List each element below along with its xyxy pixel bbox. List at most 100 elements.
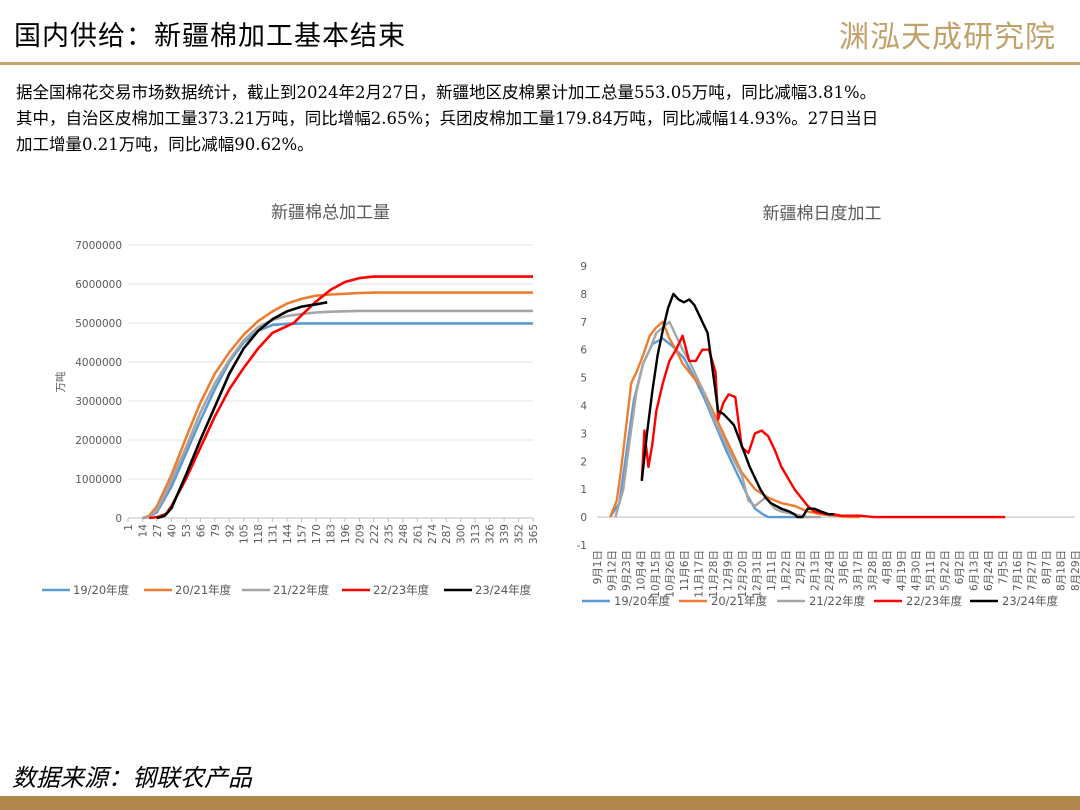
x-tick-label: 10月15日 [650,550,662,598]
legend-label: 23/24年度 [475,583,532,597]
legend-label: 19/20年度 [614,594,671,608]
x-tick-label: 66 [195,524,207,538]
x-tick-label: 144 [282,524,294,544]
legend-label: 19/20年度 [73,583,130,597]
legend-label: 23/24年度 [1002,594,1059,608]
series-line [640,292,834,519]
x-tick-label: 1月22日 [780,550,792,591]
y-tick-label: 1000000 [75,474,122,486]
series-line [156,301,328,520]
x-tick-label: 8月7日 [1041,550,1053,584]
x-tick-label: 4月30日 [911,550,923,591]
legend-label: 20/21年度 [711,594,768,608]
footer-bar [0,796,1080,810]
x-tick-label: 170 [311,524,323,544]
series-line [142,322,533,520]
y-tick-label: 1 [580,484,587,496]
x-tick-label: 209 [354,524,366,544]
series-line [609,320,861,519]
x-tick-label: 9月12日 [606,550,618,591]
x-tick-label: 365 [528,524,540,544]
x-tick-label: 79 [210,524,222,537]
x-tick-label: 326 [485,524,497,544]
x-tick-label: 12月31日 [751,550,763,598]
x-tick-label: 105 [239,524,251,544]
x-tick-label: 183 [326,524,338,544]
brand-logo: 渊泓天成研究院 [839,20,1056,55]
x-tick-label: 8月29日 [1070,550,1080,591]
x-tick-label: 53 [181,524,193,537]
y-tick-label: 8 [580,289,587,301]
x-tick-label: 11月17日 [693,550,705,598]
series-line [142,291,533,520]
summary-text: 据全国棉花交易市场数据统计，截止到2024年2月27日，新疆地区皮棉累计加工总量… [16,80,1066,158]
x-tick-label: 7月5日 [998,550,1010,584]
series-line [614,320,821,519]
x-tick-label: 235 [383,524,395,544]
x-tick-label: 7月27日 [1027,550,1039,591]
x-tick-label: 7月16日 [1012,550,1024,591]
x-tick-label: 12月9日 [722,550,734,591]
x-tick-label: 12月20日 [737,550,749,598]
series-line [640,334,1006,519]
y-tick-label: 0 [580,512,587,524]
y-tick-label: 7000000 [75,240,122,252]
x-tick-label: 11月6日 [679,550,691,591]
x-tick-label: 287 [441,524,453,544]
header-divider [0,62,1080,65]
x-tick-label: 6月24日 [983,550,995,591]
y-tick-label: 6 [580,345,587,357]
summary-line: 据全国棉花交易市场数据统计，截止到2024年2月27日，新疆地区皮棉累计加工总量… [16,83,877,102]
x-tick-label: 4月8日 [882,550,894,584]
x-tick-label: 4月19日 [896,550,908,591]
x-tick-label: 6月2日 [954,550,966,584]
x-tick-label: 248 [398,524,410,544]
x-tick-label: 1 [123,524,135,531]
x-tick-label: 27 [152,524,164,537]
x-tick-label: 9月1日 [592,550,604,584]
x-tick-label: 14 [137,524,149,538]
x-tick-label: 1月11日 [766,550,778,591]
x-tick-label: 339 [499,524,511,544]
y-tick-label: 2 [580,456,587,468]
x-tick-label: 3月17日 [853,550,865,591]
x-tick-label: 2月13日 [809,550,821,591]
y-tick-label: 3000000 [75,396,122,408]
y-tick-label: 5 [580,373,587,385]
x-tick-label: 352 [514,524,526,544]
legend-label: 20/21年度 [175,583,232,597]
x-tick-label: 118 [253,524,265,544]
y-tick-label: -1 [577,540,587,552]
x-tick-label: 261 [412,524,424,544]
x-tick-label: 222 [369,524,381,544]
legend-label: 22/23年度 [906,594,963,608]
y-tick-label: 2000000 [75,435,122,447]
x-tick-label: 8月18日 [1056,550,1068,591]
x-tick-label: 196 [340,524,352,544]
x-tick-label: 6月13日 [969,550,981,591]
x-tick-label: 300 [456,524,468,544]
x-tick-label: 131 [268,524,280,544]
x-tick-label: 274 [427,524,439,544]
y-tick-label: 4 [580,401,587,413]
y-tick-label: 4000000 [75,357,122,369]
y-tick-label: 5000000 [75,318,122,330]
y-tick-label: 7 [580,317,587,329]
summary-line: 加工增量0.21万吨，同比减幅90.62%。 [16,135,314,154]
x-tick-label: 3月28日 [867,550,879,591]
x-tick-label: 5月11日 [925,550,937,591]
y-tick-label: 6000000 [75,279,122,291]
y-tick-label: 0 [115,513,122,525]
x-tick-label: 9月23日 [621,550,633,591]
legend-label: 21/22年度 [273,583,330,597]
x-tick-label: 11月28日 [708,550,720,598]
x-tick-label: 2月24日 [824,550,836,591]
x-tick-label: 3月6日 [838,550,850,584]
legend-label: 21/22年度 [809,594,866,608]
chart-title: 新疆棉总加工量 [271,203,390,223]
y-tick-label: 3 [580,428,587,440]
legend-label: 22/23年度 [373,583,430,597]
x-tick-label: 10月4日 [635,550,647,591]
x-tick-label: 5月22日 [940,550,952,591]
